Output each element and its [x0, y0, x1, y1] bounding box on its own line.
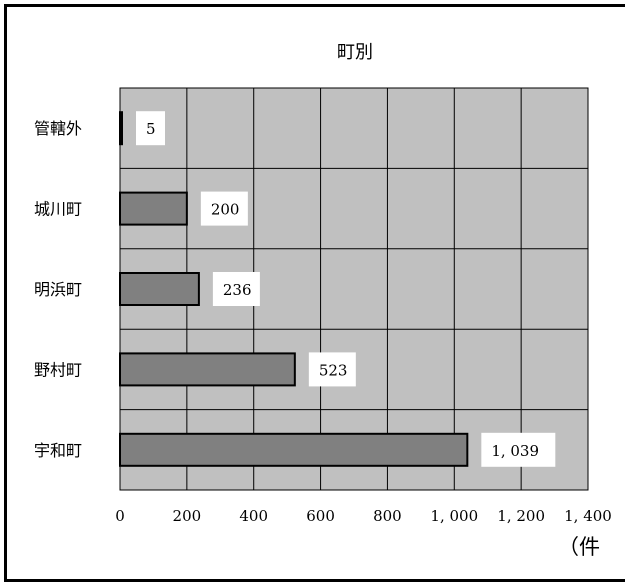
category-label: 明浜町: [34, 280, 82, 299]
gridlines: [119, 88, 589, 490]
category-label: 城川町: [34, 200, 82, 219]
x-tick-label: 0: [115, 507, 125, 525]
data-label-box: [481, 432, 556, 467]
bars: [119, 111, 469, 467]
data-labels: 5 200 236 523 1, 039: [136, 111, 556, 467]
chart-title: 町別: [337, 42, 373, 63]
data-label-box: [200, 191, 248, 226]
data-label: 523: [319, 361, 348, 379]
x-tick-label: 1, 400: [564, 507, 612, 525]
bar: [119, 111, 123, 146]
data-label: 236: [223, 281, 252, 299]
x-tick-label: 400: [239, 507, 268, 525]
x-tick-label: 800: [373, 507, 402, 525]
bar: [119, 272, 200, 306]
data-label-box: [308, 352, 356, 387]
unit-label: （件: [558, 535, 600, 559]
category-label: 管轄外: [34, 119, 82, 138]
data-label: 5: [146, 120, 156, 138]
x-tick-labels: 0 200 400 600 800 1, 000 1, 200 1, 400: [115, 507, 612, 525]
category-label: 宇和町: [34, 441, 82, 460]
data-label: 1, 039: [491, 442, 539, 460]
data-label: 200: [211, 201, 240, 219]
x-tick-label: 200: [173, 507, 202, 525]
data-label-box: [212, 272, 260, 306]
x-tick-label: 1, 200: [497, 507, 545, 525]
x-tick-label: 600: [306, 507, 335, 525]
data-label-box: [136, 111, 165, 146]
category-label: 野村町: [34, 360, 82, 379]
bar: [119, 352, 296, 387]
bar: [119, 191, 188, 226]
x-tick-label: 1, 000: [430, 507, 478, 525]
bar: [119, 432, 469, 467]
